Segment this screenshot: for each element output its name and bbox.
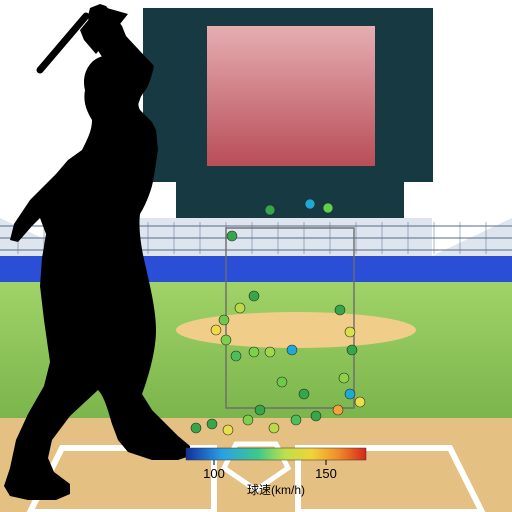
pitch-marker	[345, 327, 355, 337]
pitch-marker	[305, 199, 315, 209]
pitch-marker	[299, 389, 309, 399]
pitch-marker	[335, 305, 345, 315]
pitch-marker	[211, 325, 221, 335]
pitch-marker	[243, 415, 253, 425]
pitch-marker	[339, 373, 349, 383]
pitch-marker	[235, 303, 245, 313]
legend-tick-label: 100	[203, 466, 225, 481]
pitch-marker	[207, 419, 217, 429]
pitch-marker	[311, 411, 321, 421]
pitch-marker	[249, 347, 259, 357]
pitch-marker	[219, 315, 229, 325]
legend-tick-label: 150	[315, 466, 337, 481]
pitch-marker	[221, 335, 231, 345]
scoreboard-panel	[207, 26, 375, 166]
pitch-marker	[227, 231, 237, 241]
pitch-marker	[249, 291, 259, 301]
pitch-marker	[223, 425, 233, 435]
pitch-marker	[231, 351, 241, 361]
legend-gradient	[186, 448, 366, 460]
pitch-marker	[291, 415, 301, 425]
pitch-marker	[345, 389, 355, 399]
pitch-marker	[355, 397, 365, 407]
pitch-marker	[265, 347, 275, 357]
pitch-marker	[265, 205, 275, 215]
legend-axis-label: 球速(km/h)	[247, 483, 305, 497]
infield-dirt	[0, 418, 512, 512]
pitch-marker	[347, 345, 357, 355]
pitch-marker	[277, 377, 287, 387]
pitch-marker	[191, 423, 201, 433]
pitch-marker	[333, 405, 343, 415]
pitch-marker	[269, 423, 279, 433]
pitch-marker	[287, 345, 297, 355]
scoreboard-neck	[176, 182, 404, 218]
pitch-marker	[255, 405, 265, 415]
pitch-marker	[323, 203, 333, 213]
